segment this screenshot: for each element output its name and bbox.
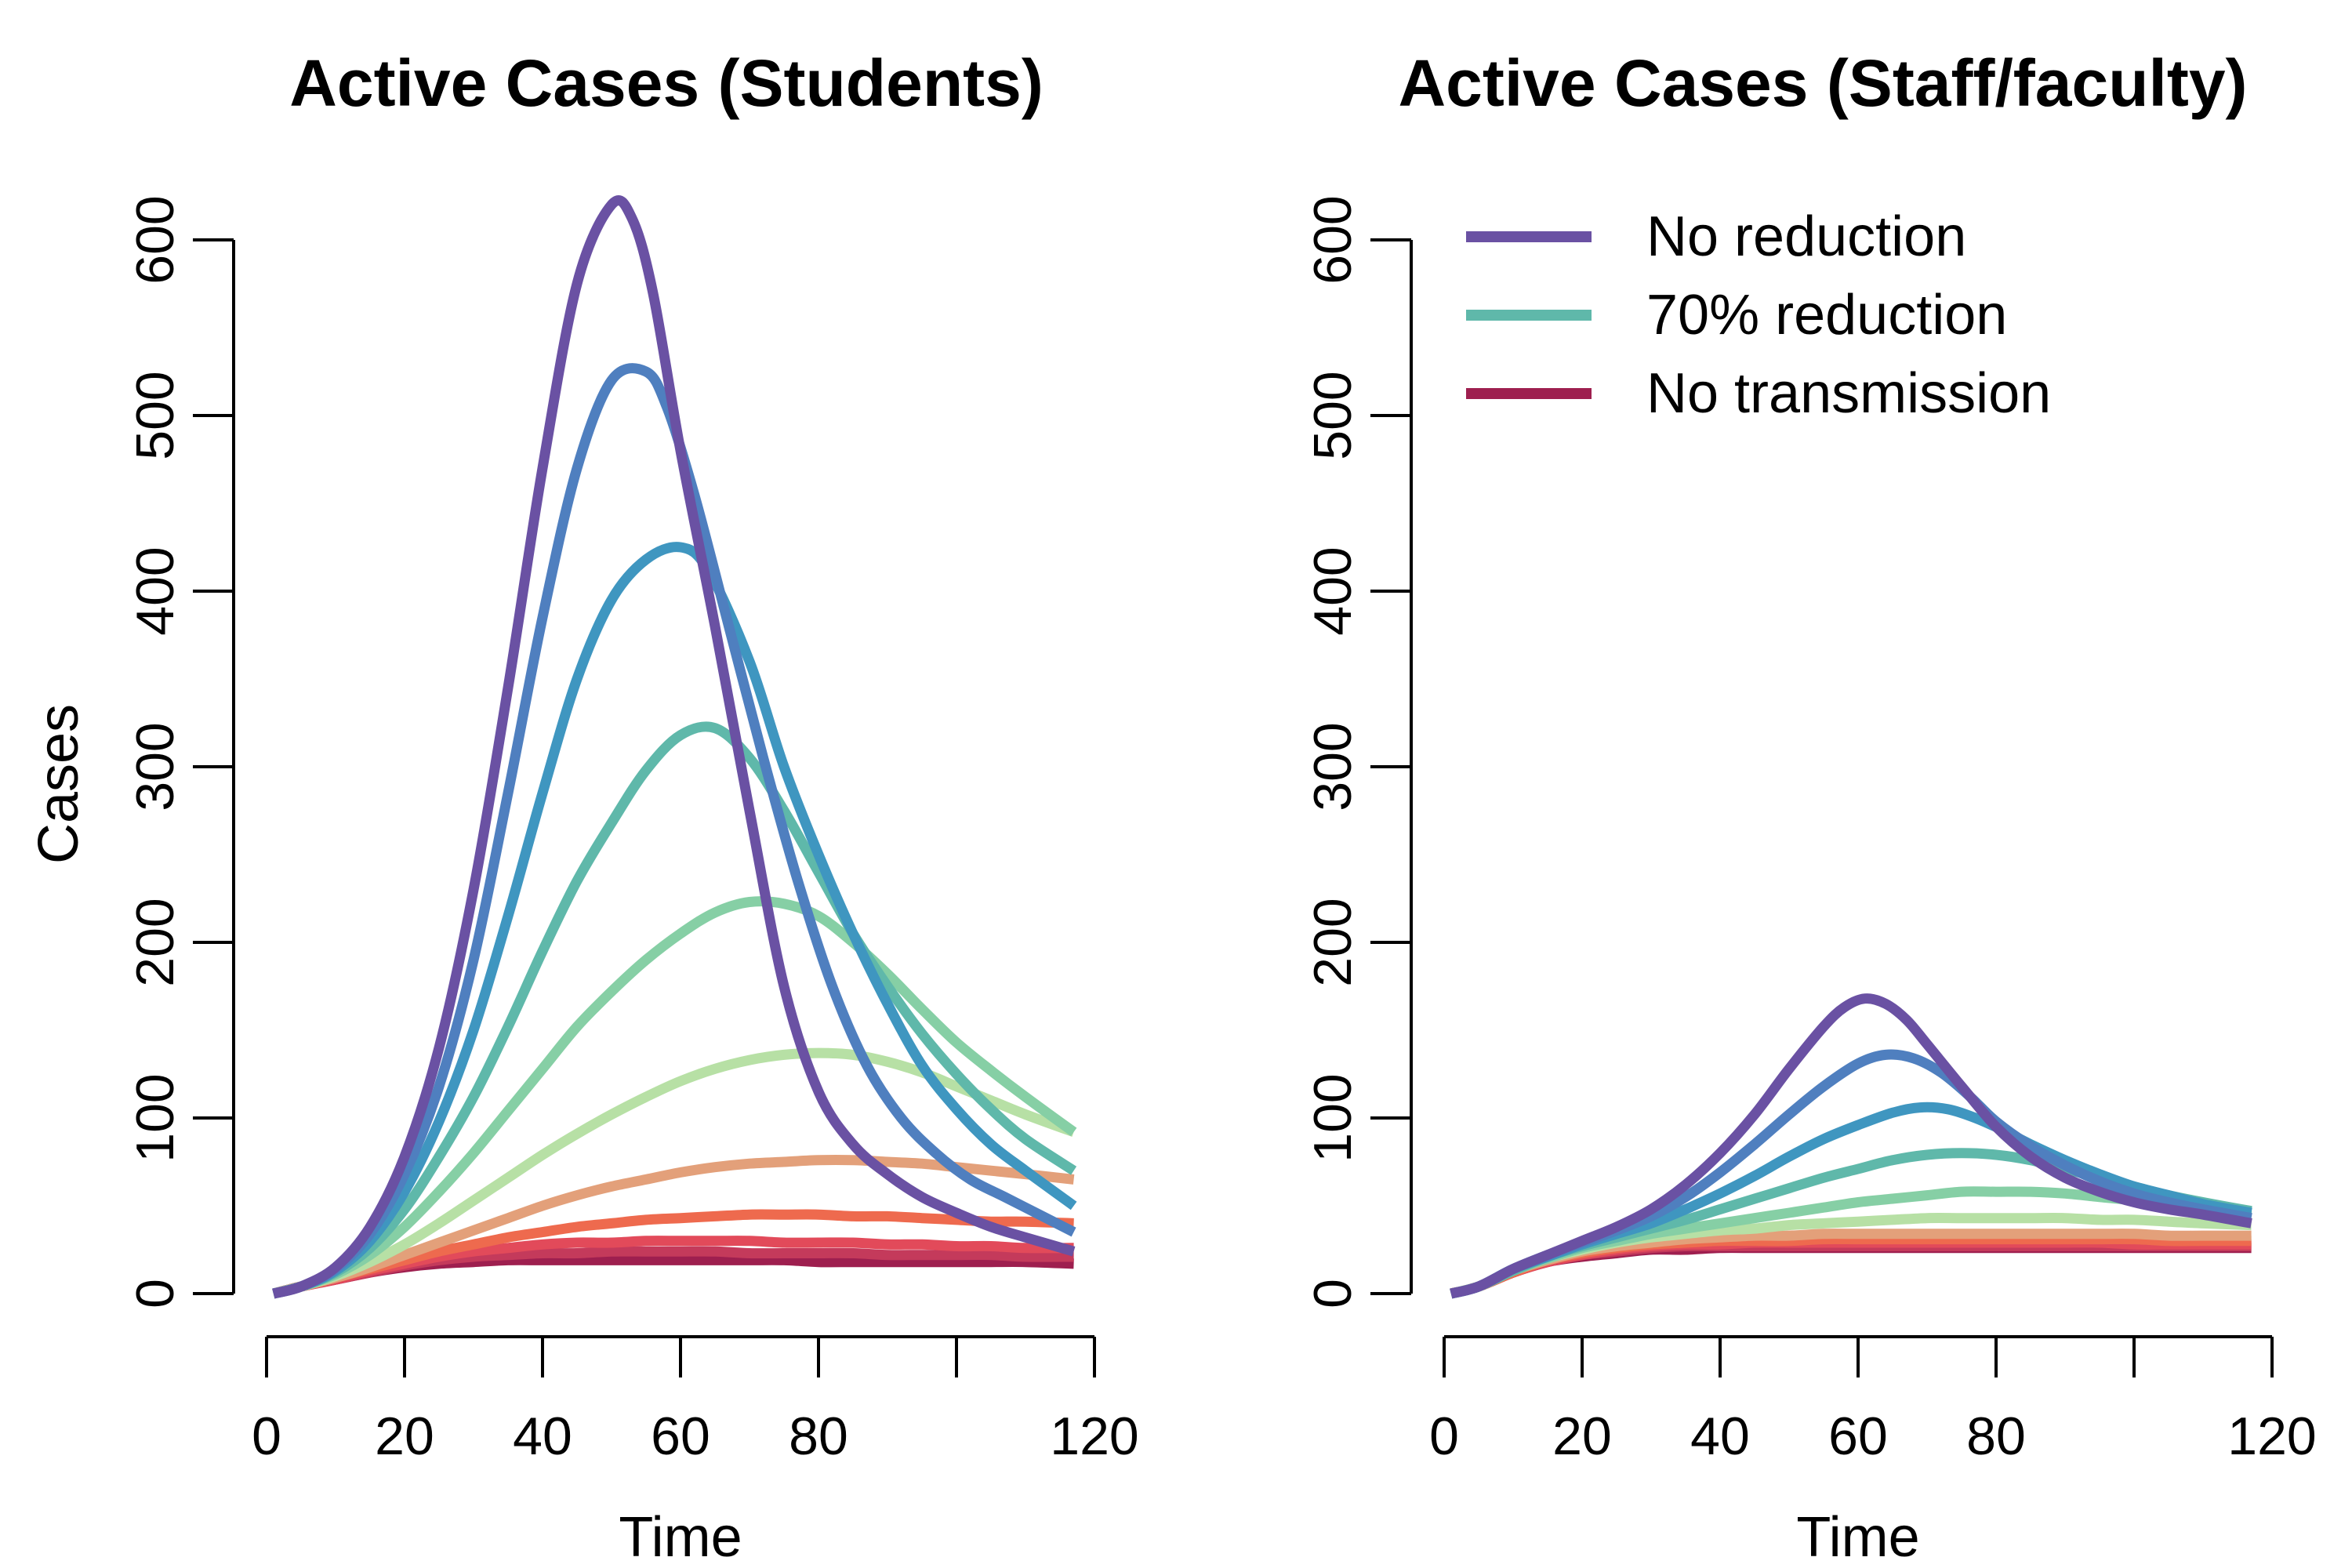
x-axis-title: Time [1796, 1506, 1919, 1568]
x-tick-label: 20 [375, 1406, 434, 1466]
x-tick-label: 120 [1050, 1406, 1138, 1466]
y-tick-label: 500 [125, 371, 185, 459]
legend-label: 70% reduction [1646, 284, 2007, 347]
y-tick-label: 200 [125, 898, 185, 986]
x-tick-label: 60 [651, 1406, 710, 1466]
series-line-4 [272, 721, 1077, 1299]
legend-label: No transmission [1646, 362, 2051, 425]
y-tick-label: 600 [1303, 195, 1363, 284]
chart-panel-1: Active Cases (Students) 0 20 40 60 80 120 Time 0… [27, 46, 1139, 1568]
y-tick-label: 600 [125, 195, 185, 284]
legend-label: No reduction [1646, 205, 1966, 268]
series-line-1 [272, 195, 1076, 1299]
series-line-3 [272, 542, 1077, 1299]
x-tick-label: 40 [513, 1406, 572, 1466]
x-tick-label: 120 [2227, 1406, 2316, 1466]
y-tick-label: 300 [125, 722, 185, 811]
legend: No reduction 70% reduction No transmission [1466, 205, 2051, 425]
x-tick-label: 80 [789, 1406, 848, 1466]
y-tick-label: 200 [1303, 898, 1363, 986]
x-tick-label: 80 [1966, 1406, 2026, 1466]
y-tick-label: 100 [1303, 1073, 1363, 1162]
series-lines [1450, 993, 2252, 1299]
x-tick-label: 0 [252, 1406, 281, 1466]
x-axis-title: Time [619, 1506, 742, 1568]
y-tick-label: 0 [125, 1279, 185, 1308]
y-tick-label: 400 [1303, 546, 1363, 635]
x-tick-label: 20 [1552, 1406, 1612, 1466]
y-tick-label: 300 [1303, 722, 1363, 811]
x-tick-label: 60 [1828, 1406, 1888, 1466]
y-tick-label: 0 [1303, 1279, 1363, 1308]
y-tick-label: 400 [125, 546, 185, 635]
series-line-2 [272, 363, 1076, 1299]
y-tick-label: 500 [1303, 371, 1363, 459]
y-tick-label: 100 [125, 1073, 185, 1162]
y-axis-title: Cases [27, 704, 90, 864]
series-line-1 [1450, 993, 2252, 1299]
chart-title: Active Cases (Staff/faculty) [1398, 46, 2247, 120]
x-tick-label: 0 [1429, 1406, 1459, 1466]
series-line-7 [272, 1155, 1075, 1299]
series-lines [272, 195, 1077, 1299]
series-line-5 [272, 896, 1077, 1299]
x-tick-label: 40 [1690, 1406, 1750, 1466]
chart-title: Active Cases (Students) [289, 46, 1044, 120]
chart-panel-2: Active Cases (Staff/faculty) 0 20 40 60 80 120… [1303, 46, 2317, 1568]
